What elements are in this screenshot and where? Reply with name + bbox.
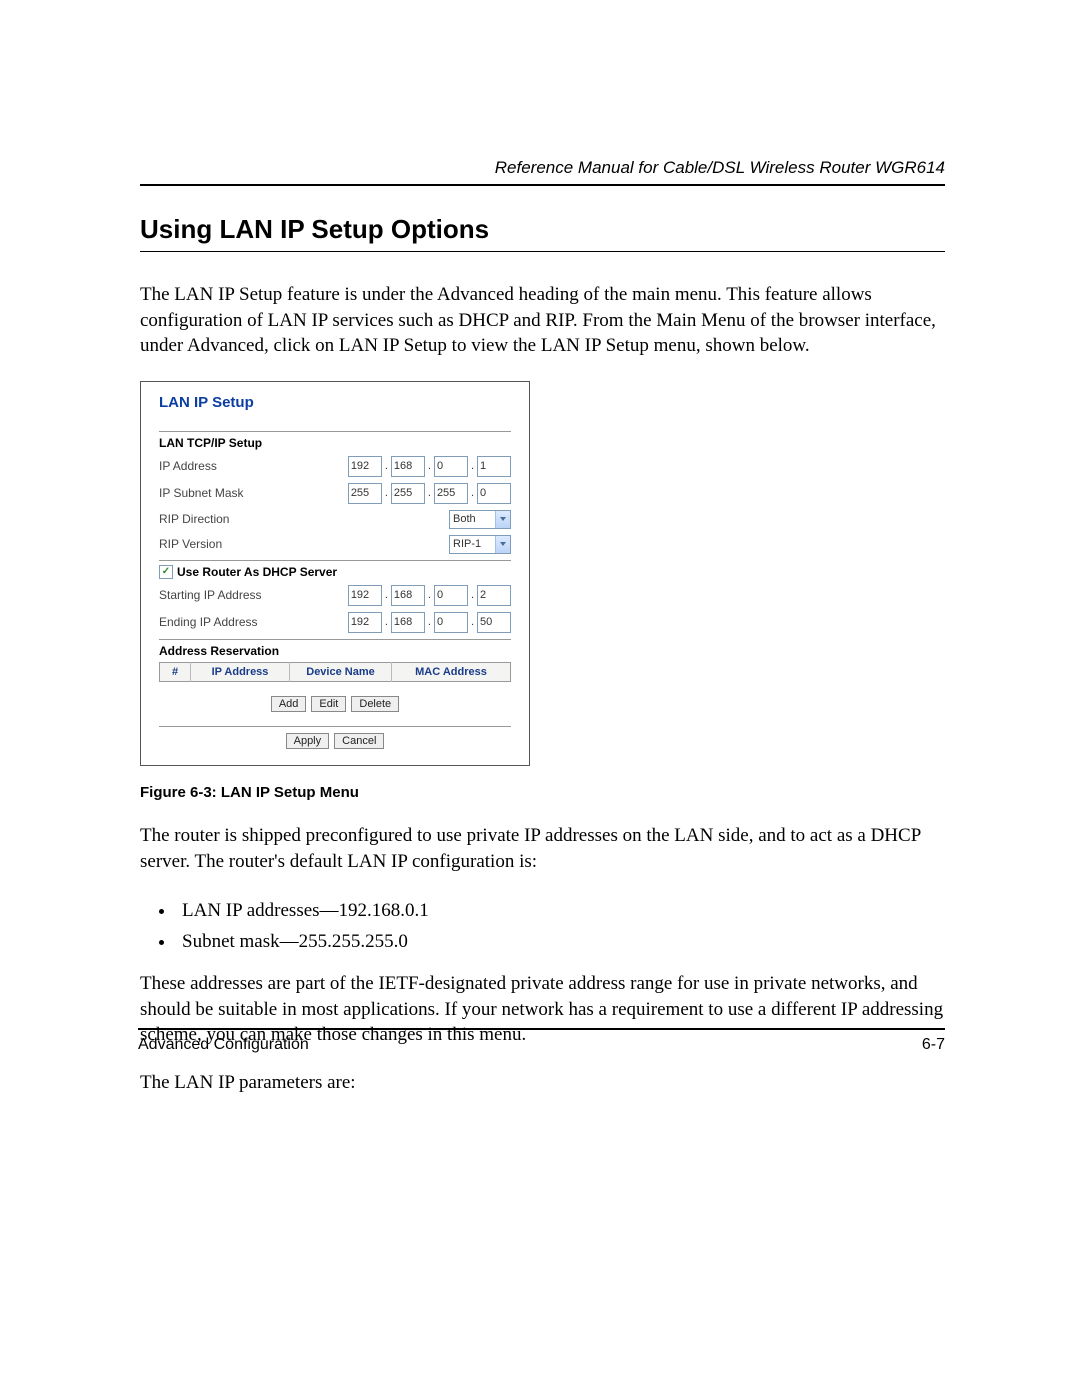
- section-heading: Using LAN IP Setup Options: [140, 214, 945, 252]
- footer-left: Advanced Configuration: [138, 1036, 309, 1054]
- subnet-octet-2[interactable]: [391, 483, 425, 504]
- subnet-mask-label: IP Subnet Mask: [159, 486, 244, 500]
- end-octet-4[interactable]: [477, 612, 511, 633]
- rip-direction-select[interactable]: Both: [449, 510, 511, 529]
- header-rule: [140, 184, 945, 186]
- paragraph-params: The LAN IP parameters are:: [140, 1070, 945, 1096]
- starting-ip-field: . . .: [348, 585, 511, 606]
- row-ip-address: IP Address . . .: [159, 456, 511, 477]
- divider: [159, 639, 511, 640]
- ip-octet-4[interactable]: [477, 456, 511, 477]
- rip-direction-label: RIP Direction: [159, 512, 229, 526]
- ending-ip-label: Ending IP Address: [159, 615, 258, 629]
- reservation-table: # IP Address Device Name MAC Address: [159, 662, 511, 682]
- ip-address-field: . . .: [348, 456, 511, 477]
- default-config-list: LAN IP addresses—192.168.0.1 Subnet mask…: [140, 896, 945, 957]
- start-octet-4[interactable]: [477, 585, 511, 606]
- dhcp-checkbox-label: Use Router As DHCP Server: [177, 565, 337, 579]
- col-num: #: [160, 662, 191, 681]
- list-item: LAN IP addresses—192.168.0.1: [176, 896, 945, 926]
- ending-ip-field: . . .: [348, 612, 511, 633]
- start-octet-2[interactable]: [391, 585, 425, 606]
- add-button[interactable]: Add: [271, 696, 307, 712]
- ip-octet-1[interactable]: [348, 456, 382, 477]
- row-ending-ip: Ending IP Address . . .: [159, 612, 511, 633]
- ip-octet-3[interactable]: [434, 456, 468, 477]
- page-footer: Advanced Configuration 6-7: [138, 1028, 945, 1054]
- document-header: Reference Manual for Cable/DSL Wireless …: [140, 158, 945, 178]
- rip-direction-value: Both: [453, 513, 476, 525]
- chevron-down-icon: [495, 511, 510, 528]
- footer-rule: [138, 1028, 945, 1030]
- delete-button[interactable]: Delete: [351, 696, 399, 712]
- col-ip: IP Address: [191, 662, 290, 681]
- lan-ip-setup-screenshot: LAN IP Setup LAN TCP/IP Setup IP Address…: [140, 381, 530, 766]
- divider: [159, 726, 511, 727]
- start-octet-1[interactable]: [348, 585, 382, 606]
- end-octet-2[interactable]: [391, 612, 425, 633]
- chevron-down-icon: [495, 536, 510, 553]
- dhcp-checkbox[interactable]: ✓: [159, 565, 173, 579]
- row-rip-version: RIP Version RIP-1: [159, 535, 511, 554]
- divider: [159, 560, 511, 561]
- divider: [159, 431, 511, 432]
- rip-version-value: RIP-1: [453, 538, 481, 550]
- starting-ip-label: Starting IP Address: [159, 588, 262, 602]
- panel-title: LAN IP Setup: [159, 394, 511, 411]
- apply-button[interactable]: Apply: [286, 733, 330, 749]
- address-reservation-label: Address Reservation: [159, 644, 511, 658]
- form-action-buttons: Apply Cancel: [159, 733, 511, 749]
- row-rip-direction: RIP Direction Both: [159, 510, 511, 529]
- paragraph-preconfig: The router is shipped preconfigured to u…: [140, 823, 945, 874]
- subnet-octet-3[interactable]: [434, 483, 468, 504]
- subnet-octet-4[interactable]: [477, 483, 511, 504]
- dhcp-checkbox-row: ✓ Use Router As DHCP Server: [159, 565, 511, 579]
- start-octet-3[interactable]: [434, 585, 468, 606]
- ip-octet-2[interactable]: [391, 456, 425, 477]
- tcpip-section-label: LAN TCP/IP Setup: [159, 436, 511, 450]
- subnet-mask-field: . . .: [348, 483, 511, 504]
- end-octet-3[interactable]: [434, 612, 468, 633]
- end-octet-1[interactable]: [348, 612, 382, 633]
- figure-caption: Figure 6-3: LAN IP Setup Menu: [140, 784, 945, 801]
- ip-address-label: IP Address: [159, 459, 217, 473]
- list-item: Subnet mask—255.255.255.0: [176, 927, 945, 957]
- subnet-octet-1[interactable]: [348, 483, 382, 504]
- col-device: Device Name: [290, 662, 392, 681]
- rip-version-label: RIP Version: [159, 537, 222, 551]
- reservation-buttons: Add Edit Delete: [159, 696, 511, 712]
- footer-right: 6-7: [922, 1036, 945, 1054]
- row-subnet-mask: IP Subnet Mask . . .: [159, 483, 511, 504]
- intro-paragraph: The LAN IP Setup feature is under the Ad…: [140, 282, 945, 359]
- figure-wrap: LAN IP Setup LAN TCP/IP Setup IP Address…: [140, 381, 945, 801]
- rip-version-select[interactable]: RIP-1: [449, 535, 511, 554]
- document-page: Reference Manual for Cable/DSL Wireless …: [0, 0, 1080, 1397]
- col-mac: MAC Address: [392, 662, 511, 681]
- row-starting-ip: Starting IP Address . . .: [159, 585, 511, 606]
- edit-button[interactable]: Edit: [311, 696, 346, 712]
- cancel-button[interactable]: Cancel: [334, 733, 384, 749]
